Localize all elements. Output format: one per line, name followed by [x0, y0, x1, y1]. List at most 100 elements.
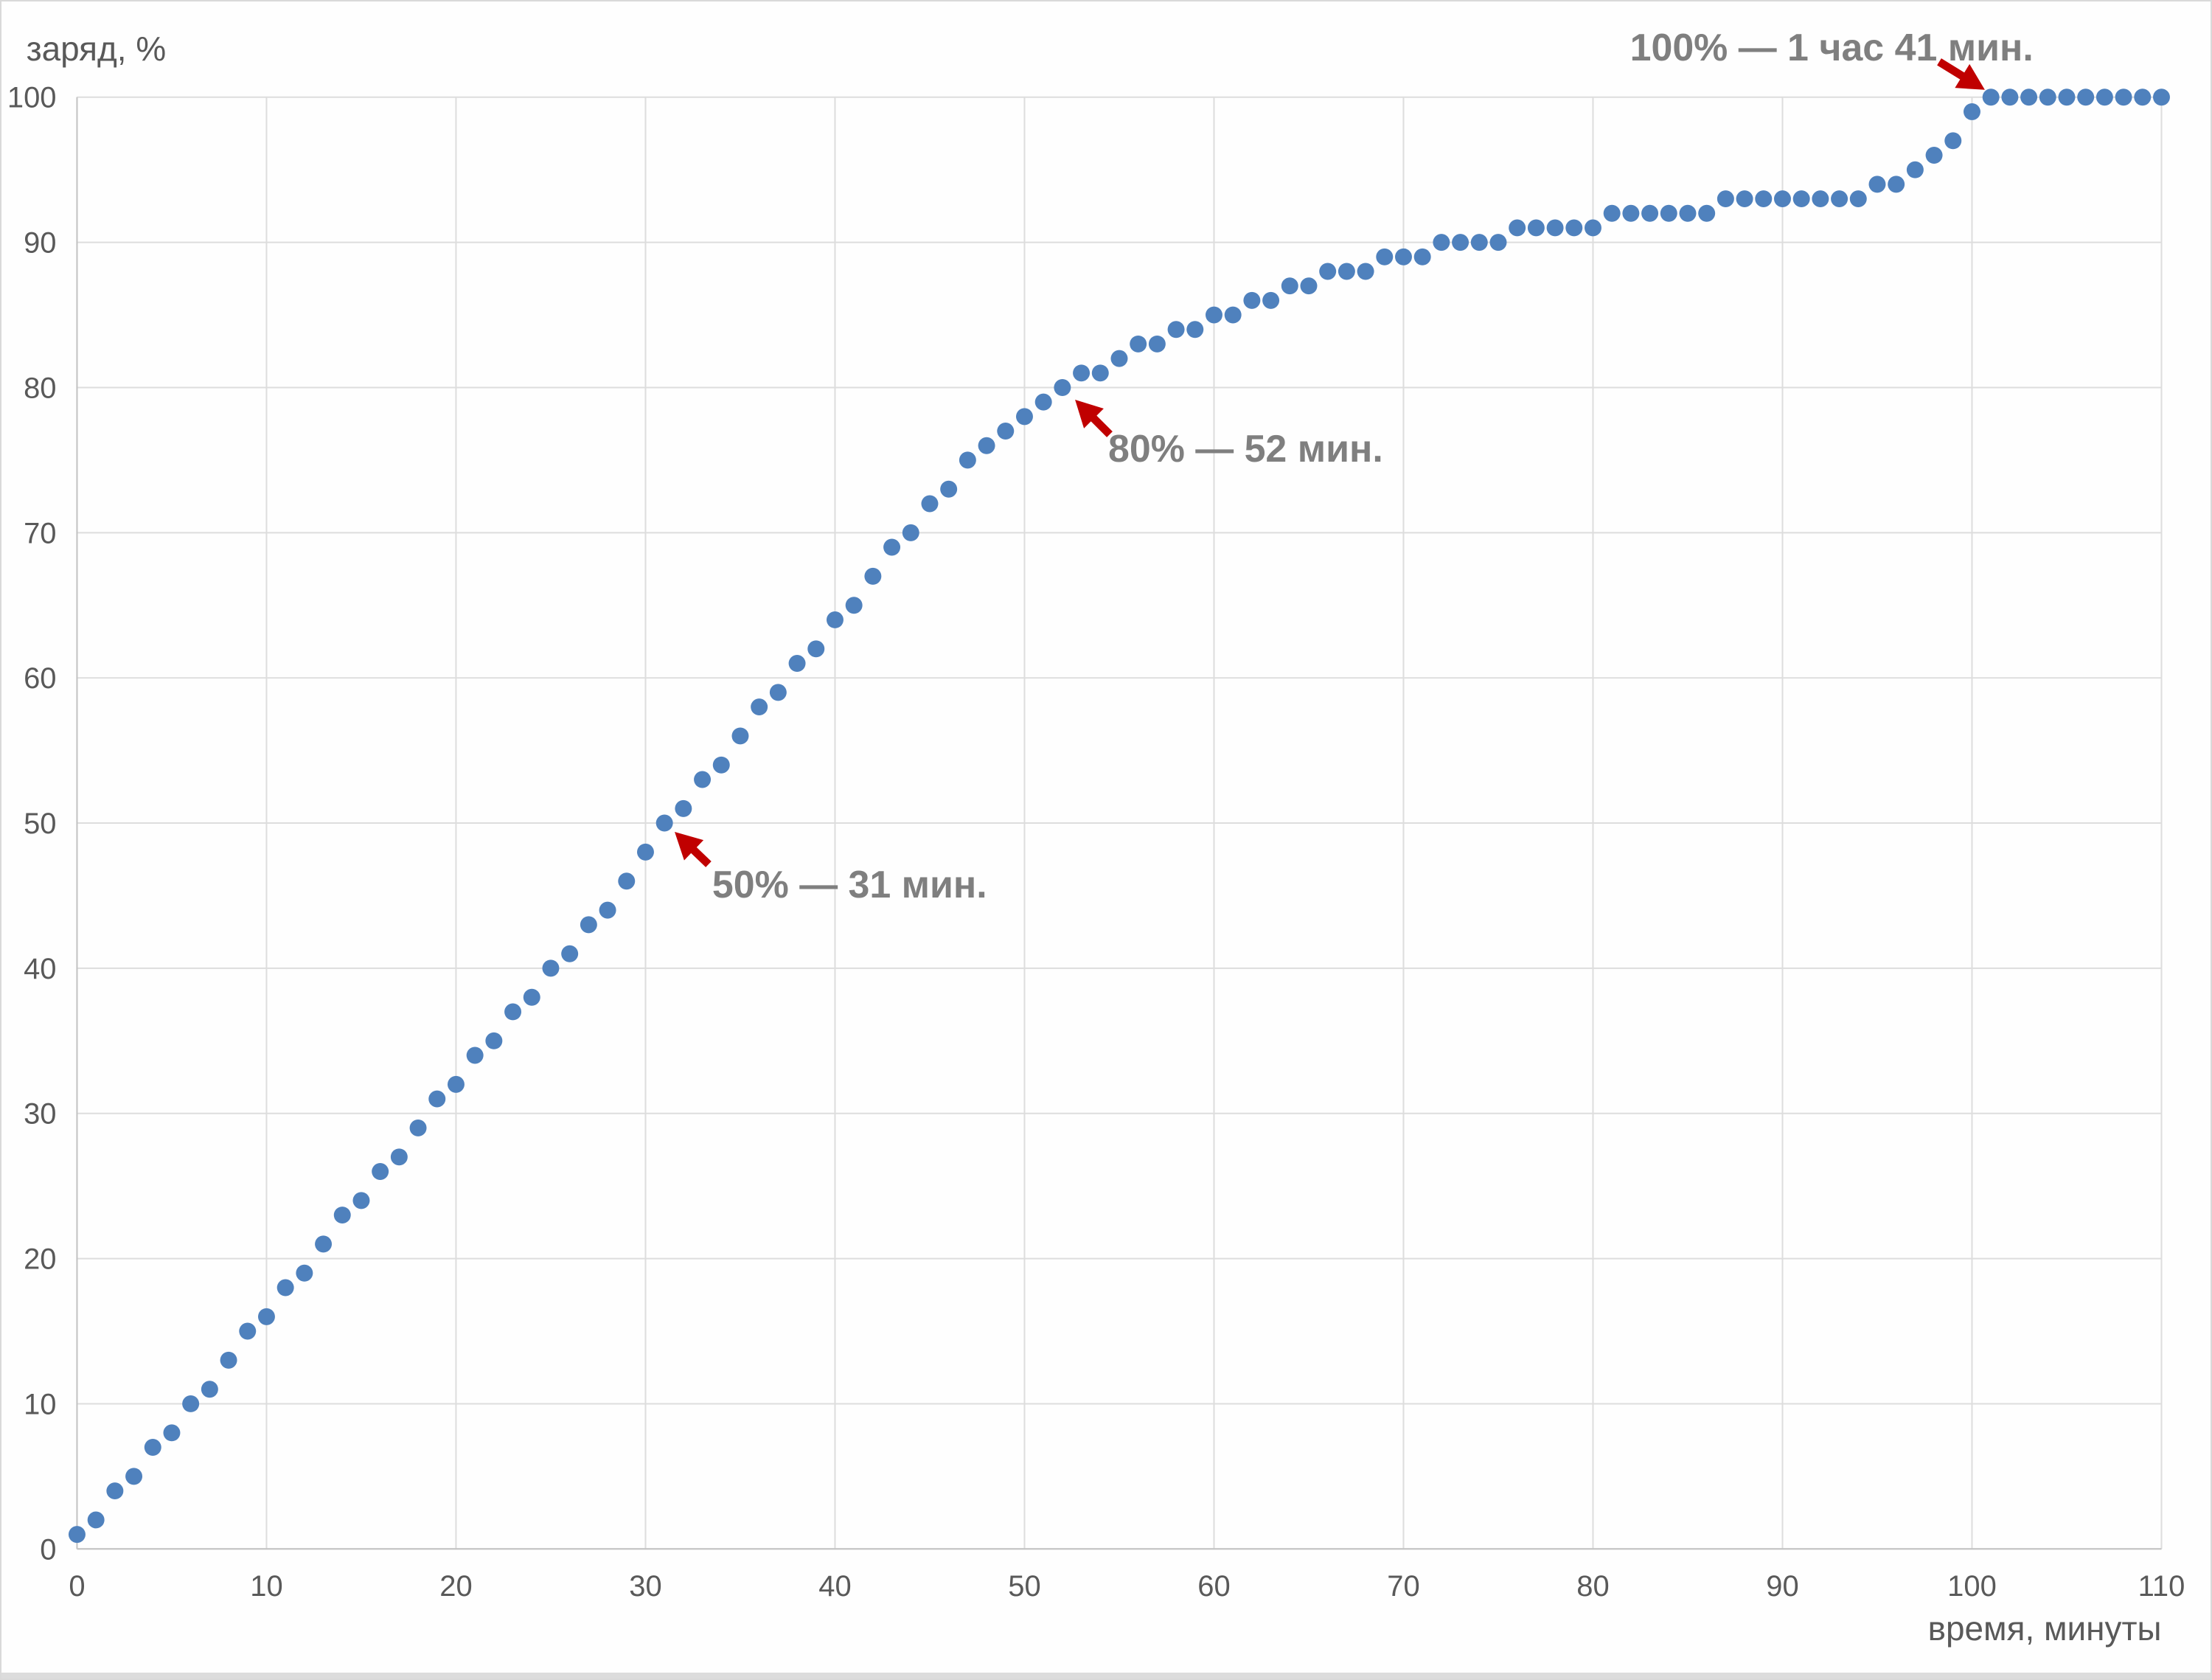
data-point: [2020, 88, 2038, 106]
x-tick-label: 0: [69, 1570, 85, 1603]
data-point: [466, 1046, 484, 1064]
data-point: [1148, 335, 1166, 353]
data-point: [1394, 248, 1412, 265]
data-point: [333, 1207, 351, 1224]
window-edge-strip: [1, 1673, 2211, 1679]
data-point: [902, 524, 919, 541]
data-point: [1736, 190, 1753, 208]
data-point: [201, 1381, 218, 1398]
data-point: [144, 1439, 161, 1456]
data-point: [1641, 204, 1659, 222]
x-tick-label: 30: [629, 1570, 661, 1603]
data-point: [883, 538, 901, 556]
y-tick-label: 40: [24, 953, 56, 985]
data-point: [1243, 291, 1261, 309]
data-point: [2039, 88, 2056, 106]
data-point: [1130, 335, 1147, 353]
axis-lines: [76, 97, 2162, 1550]
data-point: [1338, 263, 1355, 280]
arrow-head: [1075, 400, 1104, 428]
data-point: [1963, 103, 1980, 120]
data-point: [959, 451, 976, 469]
data-point: [636, 843, 654, 861]
data-point: [940, 480, 958, 498]
data-point: [87, 1511, 105, 1529]
y-axis-title: заряд, %: [27, 29, 167, 68]
data-point: [390, 1148, 408, 1166]
data-point: [372, 1163, 389, 1180]
data-point: [2096, 88, 2113, 106]
data-point: [1546, 219, 1564, 237]
x-tick-labels: 0 10 20 30 40 50 60 70 80 90 100 110: [69, 1570, 2185, 1603]
data-point: [1015, 408, 1033, 426]
x-tick-label: 50: [1008, 1570, 1040, 1603]
data-point: [769, 684, 787, 701]
data-point: [1205, 306, 1222, 324]
data-point: [1717, 190, 1734, 208]
data-point: [1831, 190, 1848, 208]
y-tick-label: 20: [24, 1243, 56, 1276]
data-point: [125, 1468, 143, 1485]
x-tick-label: 10: [250, 1570, 282, 1603]
data-point: [1281, 277, 1298, 295]
x-tick-label: 60: [1197, 1570, 1230, 1603]
data-point: [826, 611, 844, 628]
data-point: [1773, 190, 1791, 208]
data-point: [1054, 378, 1071, 396]
data-point: [1679, 204, 1697, 222]
y-tick-labels: 0 10 20 30 40 50 60 70 80 90 100: [7, 82, 57, 1566]
data-point: [1509, 219, 1526, 237]
data-point: [864, 567, 882, 585]
x-tick-label: 110: [2138, 1570, 2185, 1603]
annotation-arrows: [675, 58, 1985, 867]
y-tick-label: 50: [24, 808, 56, 840]
data-point: [2077, 88, 2095, 106]
data-point: [409, 1119, 427, 1136]
data-point: [1452, 234, 1470, 251]
gridlines: [76, 96, 2163, 1550]
data-point: [1698, 204, 1716, 222]
data-point: [1470, 234, 1488, 251]
x-tick-label: 70: [1387, 1570, 1419, 1603]
data-point: [694, 771, 712, 788]
data-point: [1944, 132, 1962, 150]
arrow-shaft: [1088, 412, 1113, 437]
x-tick-label: 20: [439, 1570, 472, 1603]
data-point: [1110, 350, 1128, 367]
data-points: [68, 88, 2170, 1544]
y-tick-label: 0: [40, 1533, 56, 1566]
data-point: [1091, 364, 1109, 382]
data-point: [1489, 234, 1507, 251]
data-point: [315, 1235, 333, 1253]
data-point: [2058, 88, 2076, 106]
data-point: [1622, 204, 1640, 222]
data-point: [1034, 393, 1052, 411]
x-axis-title: время, минуты: [1928, 1609, 2162, 1648]
data-point: [1868, 176, 1886, 193]
data-point: [1584, 219, 1601, 237]
arrow-head: [1955, 63, 1985, 90]
data-point: [1357, 263, 1374, 280]
data-point: [731, 727, 749, 745]
data-point: [182, 1395, 200, 1412]
y-tick-label: 100: [7, 82, 57, 114]
x-tick-label: 100: [1947, 1570, 1997, 1603]
data-point: [2134, 88, 2152, 106]
data-point: [428, 1090, 446, 1108]
annotation-80-percent: 80% — 52 мин.: [1108, 427, 1383, 470]
data-point: [1186, 321, 1204, 339]
data-point: [447, 1075, 465, 1093]
data-point: [2001, 88, 2019, 106]
data-point: [296, 1264, 313, 1282]
x-tick-label: 80: [1576, 1570, 1609, 1603]
data-point: [163, 1424, 181, 1442]
data-point: [1319, 263, 1337, 280]
y-tick-label: 90: [24, 227, 56, 260]
data-point: [675, 799, 692, 817]
data-point: [655, 814, 673, 832]
data-point: [2153, 88, 2170, 106]
data-point: [1565, 219, 1583, 237]
data-point: [561, 945, 579, 962]
data-point: [997, 423, 1015, 440]
